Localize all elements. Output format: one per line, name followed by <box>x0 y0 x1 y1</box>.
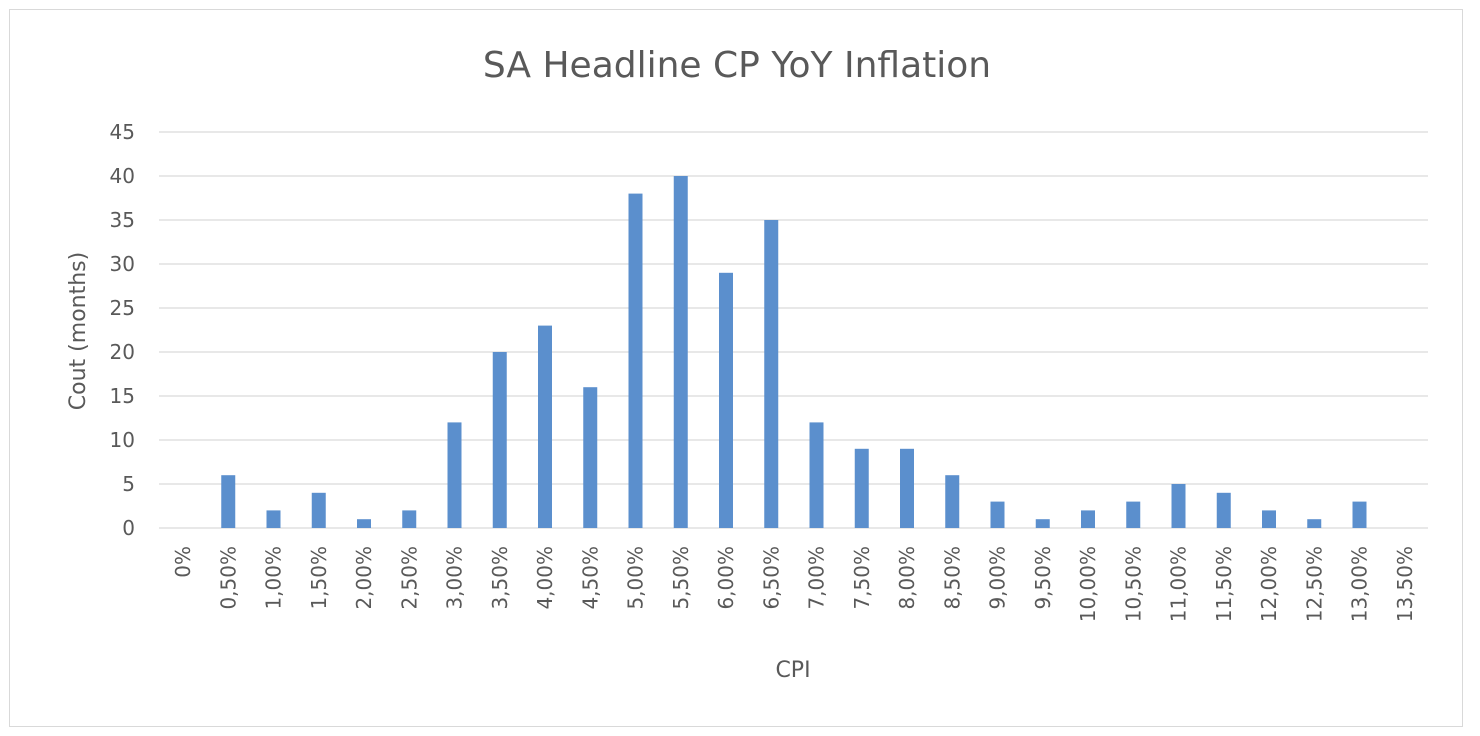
bar <box>1307 519 1322 528</box>
x-tick-label: 1,00% <box>262 546 286 610</box>
y-axis-title: Cout (months) <box>66 252 91 410</box>
y-tick-label: 30 <box>110 252 135 276</box>
bar <box>402 510 417 528</box>
bar <box>1352 501 1367 528</box>
x-tick-label: 6,00% <box>714 546 738 610</box>
bar <box>945 475 960 528</box>
bar <box>900 448 914 528</box>
bar <box>357 519 371 528</box>
y-tick-label: 45 <box>110 120 135 144</box>
bar <box>719 272 733 528</box>
bar <box>311 492 326 528</box>
y-tick-label: 20 <box>110 340 135 364</box>
x-axis-title: CPI <box>775 658 810 683</box>
x-tick-label: 2,50% <box>397 546 421 610</box>
x-tick-label: 7,00% <box>805 546 829 610</box>
y-tick-label: 5 <box>122 472 135 496</box>
bar <box>809 422 824 528</box>
gridlines <box>159 131 1428 529</box>
bar <box>583 387 598 528</box>
y-tick-label: 40 <box>110 164 135 188</box>
bar <box>764 220 779 528</box>
bar <box>492 352 507 528</box>
y-tick-label: 25 <box>110 296 135 320</box>
y-tick-label: 0 <box>122 516 135 540</box>
bar <box>1216 492 1231 528</box>
bar <box>628 193 643 528</box>
x-tick-label: 4,50% <box>578 546 602 610</box>
x-tick-label: 4,00% <box>533 546 557 610</box>
x-tick-label: 5,50% <box>669 546 693 610</box>
y-tick-label: 35 <box>110 208 135 232</box>
chart-title: SA Headline CP YoY Inflation <box>483 45 991 86</box>
x-tick-label: 2,00% <box>352 546 376 610</box>
x-axis-ticks: 0% 0,50% 1,00% 1,50% 2,00% 2,50% 3,00% 3,50% 4,0… <box>171 546 1417 622</box>
x-tick-label: 9,50% <box>1031 546 1055 610</box>
x-tick-label: 13,00% <box>1348 546 1372 622</box>
x-tick-label: 8,50% <box>940 546 964 610</box>
bars <box>221 176 1367 528</box>
x-tick-label: 3,00% <box>443 546 467 610</box>
x-tick-label: 8,00% <box>895 546 919 610</box>
bar <box>1262 510 1276 528</box>
x-tick-label: 6,50% <box>759 546 783 610</box>
bar <box>990 501 1005 528</box>
bar <box>266 510 281 528</box>
x-tick-label: 0,50% <box>216 546 240 610</box>
x-tick-label: 10,00% <box>1076 546 1100 622</box>
x-tick-label: 11,00% <box>1167 546 1191 622</box>
x-tick-label: 7,50% <box>850 546 874 610</box>
bar <box>1126 501 1141 528</box>
bar <box>1081 510 1095 528</box>
chart-svg: SA Headline CP YoY Inflation 0 5 10 15 20 25 3… <box>66 45 1428 683</box>
x-tick-label: 13,50% <box>1393 546 1417 622</box>
y-axis-ticks: 0 5 10 15 20 25 30 35 40 45 <box>110 120 135 540</box>
bar <box>447 422 462 528</box>
x-tick-label: 12,50% <box>1302 546 1326 622</box>
bar <box>1171 484 1186 528</box>
x-tick-label: 12,00% <box>1257 546 1281 622</box>
bar <box>221 475 236 528</box>
chart-frame: SA Headline CP YoY Inflation 0 5 10 15 20 25 3… <box>9 9 1463 727</box>
bar <box>538 325 552 528</box>
x-tick-label: 5,00% <box>624 546 648 610</box>
x-tick-label: 0% <box>171 546 195 578</box>
x-tick-label: 10,50% <box>1121 546 1145 622</box>
bar <box>1035 519 1050 528</box>
y-tick-label: 10 <box>110 428 135 452</box>
bar <box>673 176 688 528</box>
x-tick-label: 9,00% <box>986 546 1010 610</box>
bar <box>854 448 869 528</box>
x-tick-label: 11,50% <box>1212 546 1236 622</box>
x-tick-label: 3,50% <box>488 546 512 610</box>
y-tick-label: 15 <box>110 384 135 408</box>
x-tick-label: 1,50% <box>307 546 331 610</box>
